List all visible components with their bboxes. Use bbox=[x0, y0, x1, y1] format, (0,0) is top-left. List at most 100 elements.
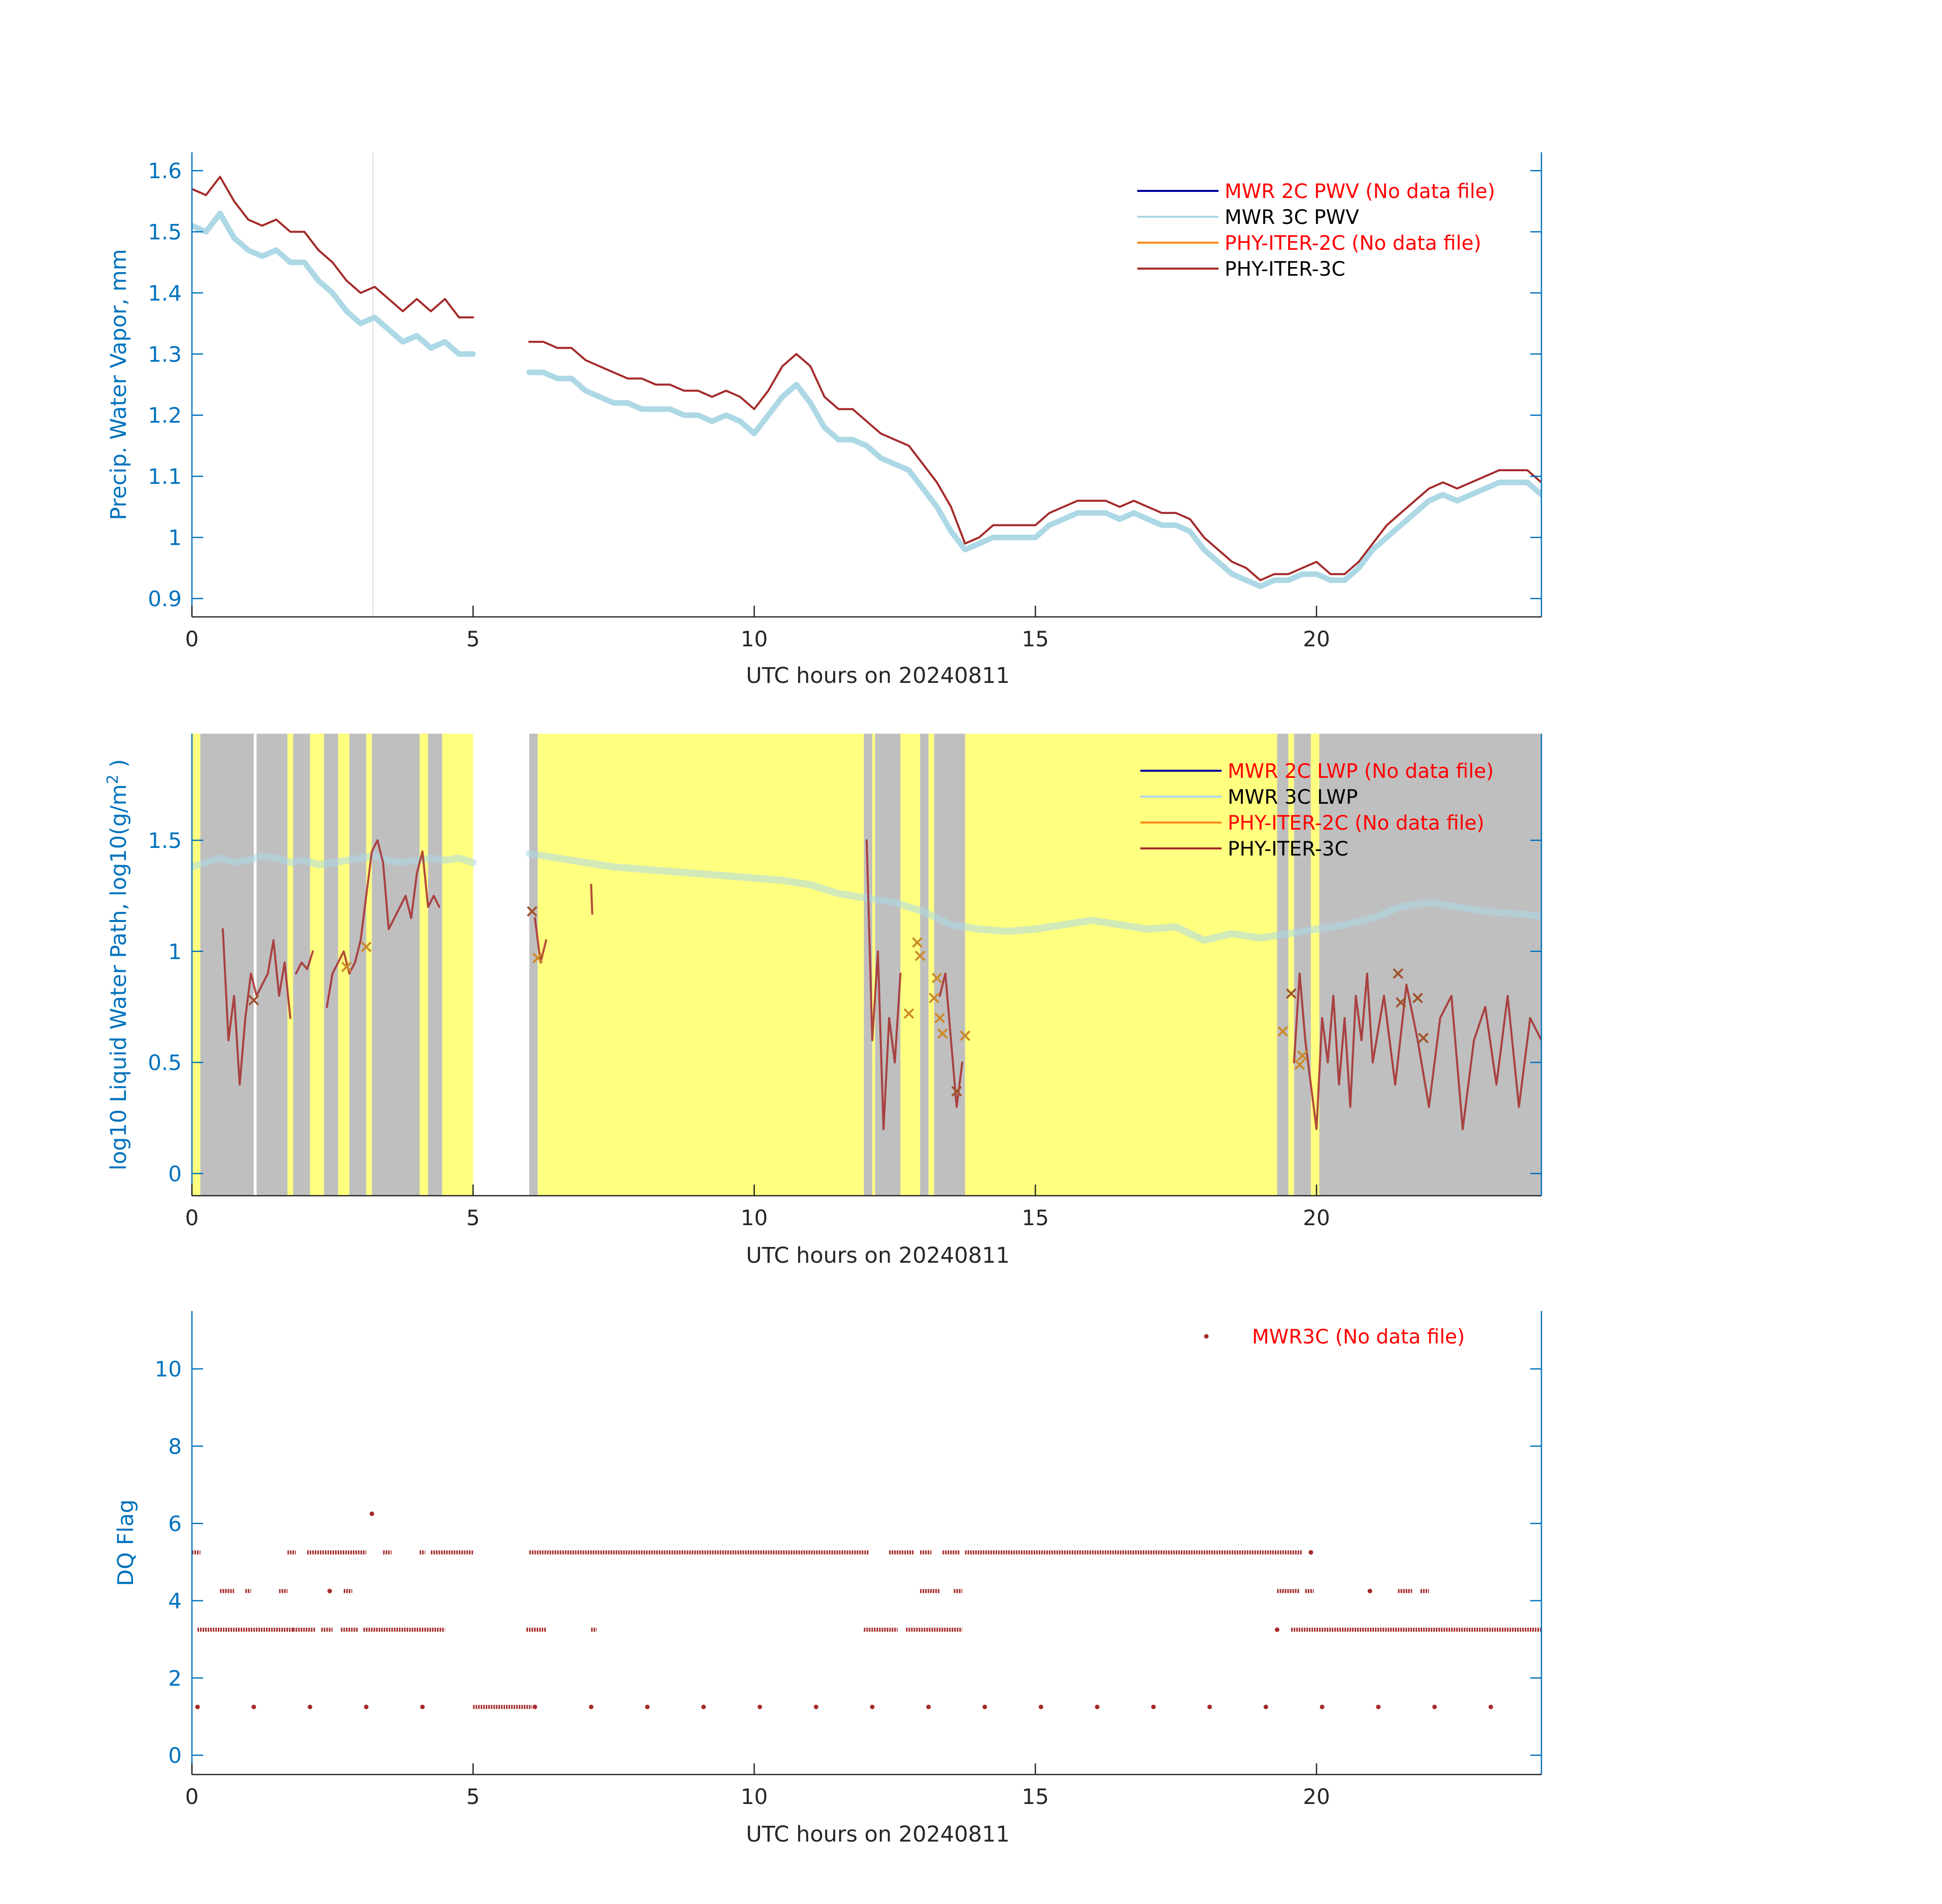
x-marker bbox=[1412, 993, 1423, 1004]
legend-swatch bbox=[1204, 1334, 1209, 1339]
x-marker bbox=[341, 961, 352, 972]
flag-dot bbox=[1095, 1704, 1100, 1710]
y-tick-label: 0.5 bbox=[148, 1051, 182, 1075]
x-marker bbox=[526, 906, 538, 917]
x-tick-label: 5 bbox=[466, 1784, 480, 1809]
series-line-segment bbox=[866, 839, 902, 1130]
x-tick-label: 15 bbox=[1022, 627, 1049, 651]
legend-entry: PHY-ITER-2C (No data file) bbox=[1140, 812, 1485, 835]
x-marker bbox=[914, 950, 926, 961]
flag-dot bbox=[1308, 1550, 1313, 1555]
x-tick-label: 10 bbox=[741, 1205, 768, 1230]
flag-dot bbox=[645, 1704, 650, 1710]
flag-dot bbox=[1320, 1704, 1325, 1710]
series-mwr-3c-lwp bbox=[192, 850, 1541, 944]
flag-dot bbox=[364, 1704, 369, 1710]
background-band-yellow bbox=[965, 734, 1277, 1196]
background-band-yellow bbox=[591, 734, 864, 1196]
legend-entry: MWR 3C LWP bbox=[1140, 786, 1358, 809]
legend-label: MWR 3C LWP bbox=[1228, 786, 1358, 809]
y-tick-label: 2 bbox=[168, 1666, 182, 1691]
legend-label: MWR3C (No data file) bbox=[1252, 1326, 1465, 1349]
y-axis-label-end: ) bbox=[106, 759, 131, 774]
flag-dot bbox=[870, 1704, 875, 1710]
flag-dot bbox=[308, 1704, 313, 1710]
x-tick-label: 20 bbox=[1303, 1205, 1330, 1230]
series-line-segment bbox=[294, 950, 314, 975]
background-band-gray bbox=[200, 734, 254, 1196]
x-marker bbox=[929, 993, 940, 1004]
legend-label: PHY-ITER-2C (No data file) bbox=[1225, 232, 1482, 255]
background-band-gray bbox=[1294, 734, 1311, 1196]
x-tick-label: 20 bbox=[1303, 627, 1330, 651]
flag-dot bbox=[1432, 1704, 1437, 1710]
y-tick-label: 1.2 bbox=[148, 403, 182, 428]
plot-area bbox=[192, 1511, 1541, 1710]
x-tick-label: 15 bbox=[1022, 1205, 1049, 1230]
x-marker bbox=[934, 1012, 945, 1024]
series-line-segment bbox=[325, 839, 441, 1008]
background-band-yellow bbox=[928, 734, 934, 1196]
legend-label: PHY-ITER-2C (No data file) bbox=[1228, 812, 1485, 835]
x-marker bbox=[1418, 1032, 1429, 1043]
flag-dot bbox=[195, 1704, 200, 1710]
series-mwr-3c-pwv bbox=[192, 210, 1541, 589]
flag-dot bbox=[533, 1704, 538, 1710]
x-marker bbox=[1393, 968, 1404, 979]
y-tick-label: 8 bbox=[168, 1434, 182, 1459]
y-tick-label: 0.9 bbox=[148, 586, 182, 611]
background-band-yellow bbox=[192, 734, 201, 1196]
x-axis-label: UTC hours on 20240811 bbox=[746, 663, 1010, 688]
x-marker bbox=[903, 1008, 914, 1019]
plot-area bbox=[192, 734, 1541, 1196]
background-band-gray bbox=[529, 734, 538, 1196]
background-band-gray bbox=[1319, 734, 1541, 1196]
series-line-segment bbox=[528, 341, 1541, 581]
axes: 0 5 10 15 20 0 0.5 1 1.5 bbox=[148, 734, 1542, 1230]
background-band-yellow bbox=[366, 734, 372, 1196]
plot-area bbox=[192, 152, 1541, 617]
background-band-yellow bbox=[872, 734, 875, 1196]
y-tick-label: 10 bbox=[155, 1357, 182, 1382]
x-marker bbox=[951, 1086, 962, 1097]
y-axis-label-superscript: 2 bbox=[104, 774, 122, 784]
flag-dot bbox=[588, 1704, 594, 1710]
flag-dot bbox=[1263, 1704, 1268, 1710]
flag-dot bbox=[1367, 1589, 1372, 1594]
axes: 0 5 10 15 20 0 2 4 6 8 10 bbox=[155, 1311, 1542, 1809]
background-band-yellow bbox=[419, 734, 429, 1196]
x-tick-label: 0 bbox=[185, 1784, 199, 1809]
legend-entry: MWR 2C PWV (No data file) bbox=[1137, 180, 1495, 203]
legend-label: MWR 2C LWP (No data file) bbox=[1228, 760, 1494, 783]
x-marker bbox=[532, 953, 543, 964]
background-band-yellow bbox=[1288, 734, 1294, 1196]
legend-entry: PHY-ITER-3C bbox=[1140, 838, 1348, 861]
x-axis-label: UTC hours on 20240811 bbox=[746, 1243, 1010, 1268]
x-marker bbox=[960, 1030, 971, 1041]
x-tick-label: 0 bbox=[185, 1205, 199, 1230]
y-tick-label: 1.5 bbox=[148, 220, 182, 245]
legend-entry: PHY-ITER-3C bbox=[1137, 258, 1345, 281]
flag-dot bbox=[369, 1511, 374, 1516]
x-markers bbox=[248, 906, 1429, 1097]
legend: MWR3C (No data file) bbox=[1204, 1326, 1465, 1349]
flag-dot bbox=[1038, 1704, 1043, 1710]
background-band-gray bbox=[372, 734, 420, 1196]
flag-dot bbox=[1274, 1627, 1279, 1632]
background-band-yellow bbox=[538, 734, 557, 1196]
y-axis-label-main: DQ Flag bbox=[113, 1499, 139, 1586]
legend-label: MWR 2C PWV (No data file) bbox=[1225, 180, 1495, 203]
y-tick-label: 1.3 bbox=[148, 342, 182, 367]
series-line-segment bbox=[192, 176, 474, 319]
x-marker bbox=[937, 1028, 948, 1039]
legend-entry: MWR 2C LWP (No data file) bbox=[1140, 760, 1494, 783]
background-band-yellow bbox=[557, 734, 591, 1196]
background-band-gray bbox=[920, 734, 929, 1196]
y-tick-label: 4 bbox=[168, 1589, 182, 1614]
flag-dot bbox=[1488, 1704, 1493, 1710]
y-axis-label-main: Precip. Water Vapor, mm bbox=[106, 249, 131, 520]
y-axis-label: log10 Liquid Water Path, log10(g/m2 ) bbox=[104, 759, 131, 1170]
y-tick-label: 1.4 bbox=[148, 281, 182, 306]
x-marker bbox=[1277, 1026, 1288, 1037]
